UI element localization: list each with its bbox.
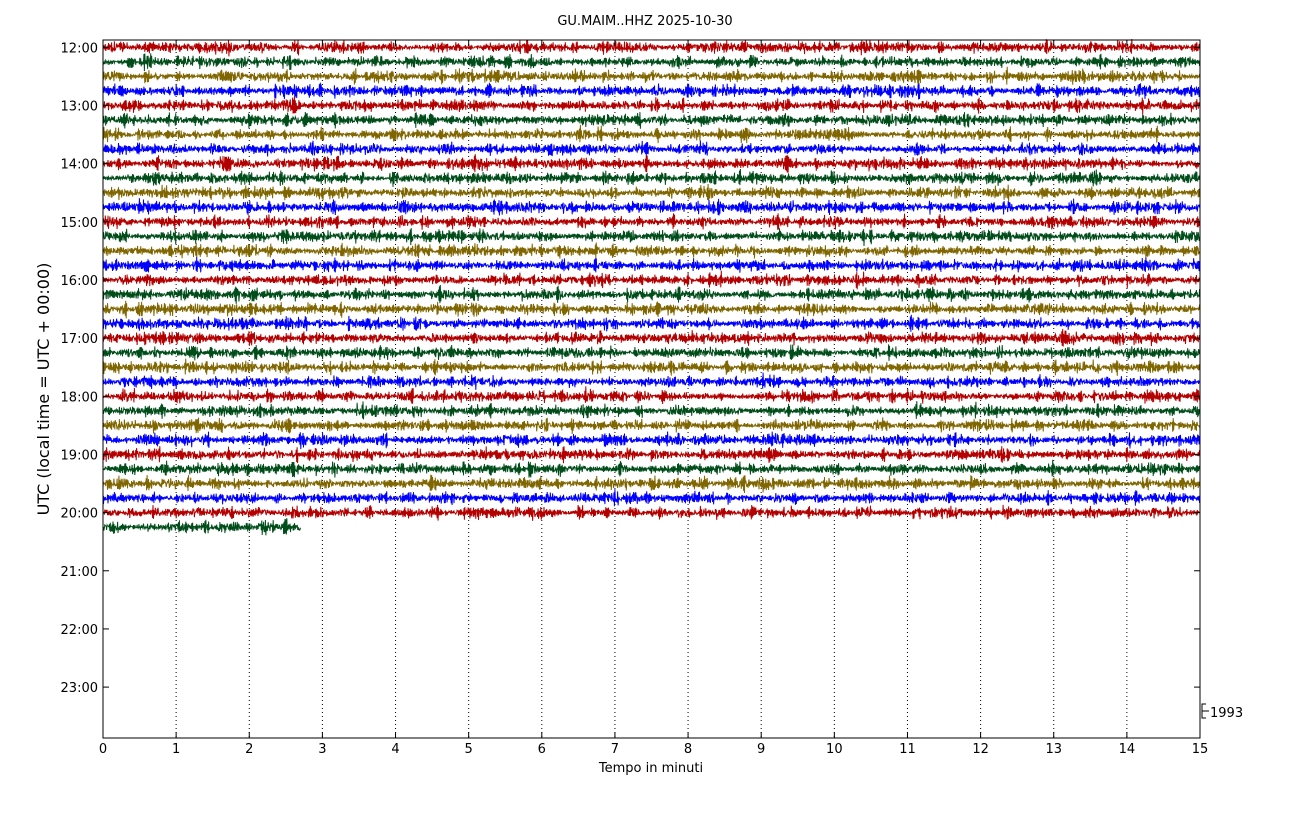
seismic-trace [102,82,1201,100]
trace-layer [102,38,1201,536]
x-tick-label: 13 [1045,742,1062,757]
seismic-trace [102,518,301,536]
y-axis: 12:00 13:00 14:00 15:00 16:00 17:00 18:00 19:00… [61,41,1200,696]
seismic-trace [102,53,1201,72]
scale-label: 1993 [1210,706,1243,721]
y-tick-label: 19:00 [61,448,98,463]
chart-title: GU.MAIM..HHZ 2025-10-30 [557,14,732,29]
y-tick-label: 15:00 [61,216,98,231]
seismic-trace [102,183,1201,202]
x-tick-label: 3 [318,742,326,757]
seismic-trace [102,489,1201,507]
seismic-trace [102,154,1201,173]
x-tick-label: 11 [899,742,916,757]
seismic-trace [102,242,1201,259]
scale-bracket [1201,703,1209,719]
seismic-trace [102,401,1201,420]
y-tick-label: 22:00 [61,623,98,638]
y-tick-label: 21:00 [61,565,98,580]
seismic-trace [102,372,1201,390]
amplitude-scale-bar: 1993 [1201,703,1243,721]
x-tick-label: 10 [826,742,843,757]
x-tick-label: 1 [172,742,180,757]
x-axis-label: Tempo in minuti [598,761,703,776]
seismic-trace [102,474,1201,494]
seismic-trace [102,270,1201,290]
x-tick-label: 15 [1192,742,1209,757]
x-tick-label: 2 [245,742,253,757]
y-tick-label: 18:00 [61,390,98,405]
x-tick-label: 7 [611,742,619,757]
seismic-trace [102,111,1201,129]
y-tick-label: 12:00 [61,41,98,56]
x-tick-label: 12 [972,742,989,757]
seismic-trace [102,446,1201,464]
x-tick-label: 9 [757,742,765,757]
seismic-trace [102,228,1201,247]
seismic-trace [102,96,1201,115]
y-axis-label: UTC (local time = UTC + 00:00) [34,263,53,516]
seismic-trace [102,168,1201,187]
y-tick-label: 20:00 [61,507,98,522]
y-tick-label: 17:00 [61,332,98,347]
seismic-trace [102,504,1201,521]
x-axis: 0 1 2 3 4 5 6 7 8 9 10 11 12 13 14 15 [99,40,1208,757]
x-tick-label: 4 [391,742,399,757]
y-tick-label: 16:00 [61,274,98,289]
seismic-trace [102,300,1201,319]
x-tick-label: 14 [1119,742,1136,757]
seismic-trace [102,38,1201,57]
seismic-trace [102,198,1201,216]
seismic-trace [102,328,1201,347]
seismic-trace [102,358,1201,376]
x-tick-label: 0 [99,742,107,757]
seismic-trace [102,417,1201,435]
seismic-trace [102,257,1201,273]
seismic-trace [102,124,1201,144]
seismic-trace [102,344,1201,361]
y-tick-label: 14:00 [61,158,98,173]
seismic-trace [102,284,1201,304]
seismic-trace [102,140,1201,157]
seismic-trace [102,386,1201,405]
x-tick-label: 8 [684,742,692,757]
x-tick-label: 6 [538,742,546,757]
seismic-trace [102,431,1201,450]
seismic-trace [102,459,1201,478]
grid-layer [175,40,1128,738]
x-tick-label: 5 [465,742,473,757]
seismic-trace [102,66,1201,85]
seismic-trace [102,314,1201,332]
y-tick-label: 23:00 [61,681,98,696]
y-tick-label: 13:00 [61,99,98,114]
seismic-trace [102,213,1201,230]
plot-frame [102,39,1201,739]
